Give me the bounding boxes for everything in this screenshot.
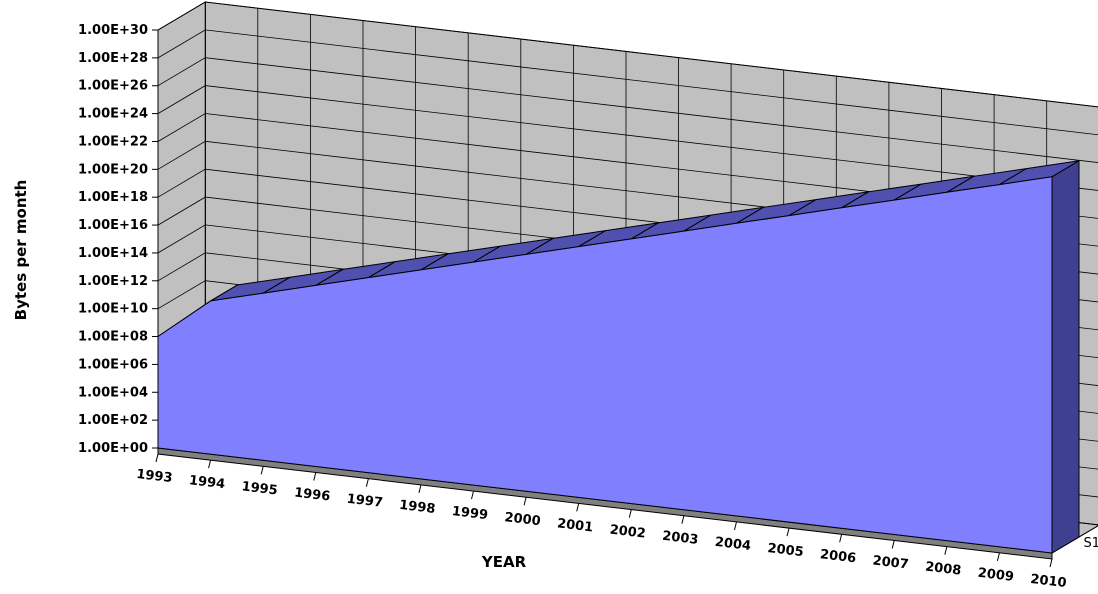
depth-axis-label: S1 [1084, 536, 1098, 551]
x-tick-label: 2008 [924, 560, 962, 579]
ticks-layer: 1.00E+00 1.00E+02 1.00E+04 1.00E+06 1.00E+08… [78, 23, 1098, 591]
x-tick [155, 453, 159, 463]
y-tick-label: 1.00E+28 [78, 51, 148, 66]
x-tick-label: 2006 [819, 547, 857, 566]
y-tick-label: 1.00E+30 [78, 23, 148, 38]
x-axis-title: YEAR [481, 553, 527, 571]
x-tick [523, 497, 527, 506]
y-tick-label: 1.00E+26 [78, 79, 148, 94]
x-tick [996, 552, 1000, 561]
y-tick-label: 1.00E+22 [78, 134, 148, 149]
x-tick [891, 540, 895, 549]
x-tick-label: 2001 [556, 516, 594, 535]
x-tick-label: 2004 [714, 535, 752, 554]
series-layer [157, 159, 1080, 554]
y-tick-label: 1.00E+00 [78, 441, 148, 456]
x-tick [471, 490, 475, 500]
x-tick-label: 1994 [188, 473, 226, 492]
x-tick-label: 1998 [398, 498, 436, 517]
x-tick-label: 1997 [346, 492, 384, 511]
y-axis-title: Bytes per month [12, 180, 30, 321]
y-tick-label: 1.00E+14 [78, 246, 148, 261]
x-tick-label: 2010 [1030, 572, 1068, 591]
x-tick [418, 484, 422, 494]
x-tick [839, 534, 843, 543]
series-end-face [1051, 159, 1080, 554]
x-tick [786, 527, 790, 537]
x-tick-label: 2007 [872, 553, 910, 572]
x-tick [260, 466, 264, 475]
x-tick [944, 546, 948, 555]
x-tick [733, 521, 737, 531]
x-tick-label: 2005 [767, 541, 805, 560]
x-tick-label: 1996 [293, 485, 331, 504]
x-tick-label: 2002 [609, 523, 647, 542]
y-tick-label: 1.00E+10 [78, 302, 148, 317]
x-tick-label: 2000 [504, 510, 542, 529]
x-tick [208, 460, 212, 469]
y-tick-label: 1.00E+20 [78, 162, 148, 177]
y-tick-label: 1.00E+18 [78, 190, 148, 205]
x-tick-label: 2003 [661, 529, 699, 548]
x-tick [628, 509, 632, 518]
x-tick-label: 1993 [136, 467, 174, 486]
series-area-front [157, 176, 1053, 554]
y-tick-label: 1.00E+04 [78, 385, 148, 400]
x-tick-label: 1995 [241, 479, 279, 498]
y-tick-label: 1.00E+06 [78, 357, 148, 372]
x-tick-label: 2009 [977, 566, 1015, 585]
x-tick [681, 515, 685, 524]
y-tick-label: 1.00E+12 [78, 274, 148, 289]
x-tick [313, 472, 317, 481]
x-tick-label: 1999 [451, 504, 489, 523]
x-tick [1049, 558, 1053, 568]
x-tick [576, 503, 580, 512]
y-tick-label: 1.00E+02 [78, 413, 148, 428]
y-tick-label: 1.00E+08 [78, 330, 148, 345]
x-tick [365, 478, 369, 487]
y-tick-label: 1.00E+16 [78, 218, 148, 233]
y-tick-label: 1.00E+24 [78, 107, 148, 122]
